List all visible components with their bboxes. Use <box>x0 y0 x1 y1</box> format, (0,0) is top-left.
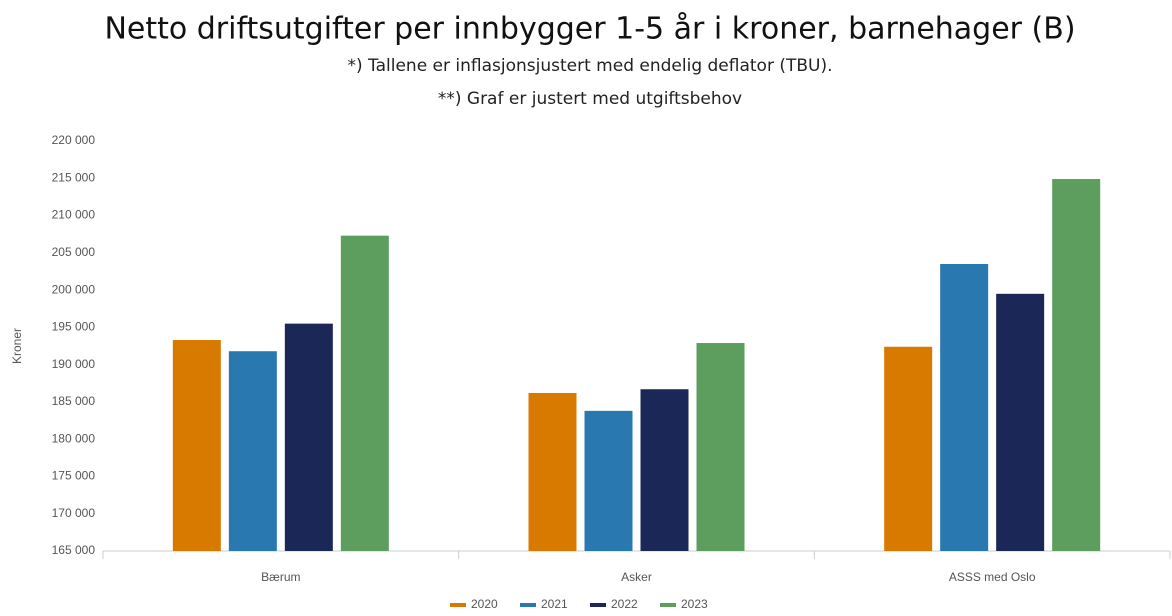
bar <box>172 340 221 551</box>
y-tick-label: 210 000 <box>52 208 96 222</box>
bar <box>228 351 277 551</box>
y-tick-label: 165 000 <box>52 543 96 557</box>
bar <box>884 346 933 551</box>
chart-title: Netto driftsutgifter per innbygger 1-5 å… <box>104 12 1075 47</box>
bar <box>584 410 633 551</box>
legend-swatch <box>590 603 606 607</box>
legend-label: 2023 <box>681 597 708 611</box>
subtitle: **) Graf er justert med utgiftsbehov <box>438 89 742 109</box>
bar <box>940 264 989 551</box>
bar <box>640 389 689 551</box>
y-tick-label: 170 000 <box>52 506 96 520</box>
legend-swatch <box>520 603 536 607</box>
legend-swatch <box>450 603 466 607</box>
y-tick-label: 220 000 <box>52 133 96 147</box>
y-tick-label: 200 000 <box>52 282 96 296</box>
y-tick-label: 175 000 <box>52 469 96 483</box>
y-axis-label: Kroner <box>10 328 24 364</box>
legend-label: 2021 <box>541 597 568 611</box>
legend-swatch <box>660 603 676 607</box>
y-tick-label: 180 000 <box>52 431 96 445</box>
bar <box>340 235 389 551</box>
y-tick-label: 185 000 <box>52 394 96 408</box>
bar <box>528 392 577 551</box>
bar <box>284 323 333 551</box>
x-tick-label: Bærum <box>261 570 300 584</box>
legend-label: 2022 <box>611 597 638 611</box>
bar <box>996 293 1045 551</box>
y-tick-label: 205 000 <box>52 245 96 259</box>
y-tick-label: 195 000 <box>52 320 96 334</box>
y-tick-label: 215 000 <box>52 170 96 184</box>
legend-label: 2020 <box>471 597 498 611</box>
subtitle: *) Tallene er inflasjonsjustert med ende… <box>347 56 832 76</box>
y-tick-label: 190 000 <box>52 357 96 371</box>
x-tick-label: ASSS med Oslo <box>949 570 1036 584</box>
bar <box>1052 179 1101 551</box>
x-tick-label: Asker <box>621 570 652 584</box>
bar <box>696 343 745 551</box>
